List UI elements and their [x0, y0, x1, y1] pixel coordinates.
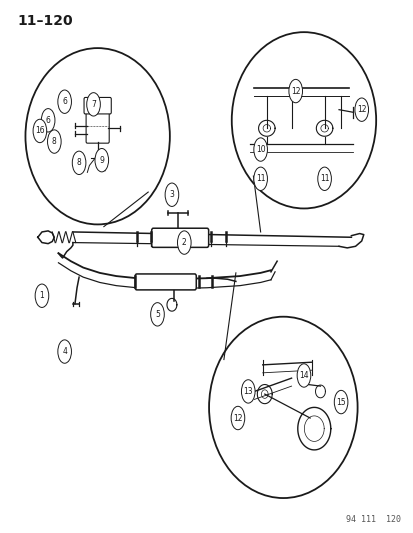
Text: 15: 15 [335, 398, 345, 407]
Ellipse shape [165, 183, 178, 206]
Ellipse shape [253, 167, 267, 190]
Ellipse shape [354, 98, 368, 122]
Text: 5: 5 [155, 310, 159, 319]
FancyBboxPatch shape [151, 228, 208, 247]
Ellipse shape [230, 406, 244, 430]
Ellipse shape [35, 284, 49, 308]
Text: 3: 3 [169, 190, 174, 199]
Text: 8: 8 [76, 158, 81, 167]
Ellipse shape [58, 340, 71, 364]
Ellipse shape [317, 167, 330, 190]
Ellipse shape [333, 390, 347, 414]
Ellipse shape [58, 90, 71, 114]
Text: 94 111  120: 94 111 120 [345, 515, 400, 524]
Text: 11–120: 11–120 [17, 14, 73, 28]
Ellipse shape [150, 303, 164, 326]
Ellipse shape [33, 119, 47, 143]
Ellipse shape [47, 130, 61, 154]
Ellipse shape [95, 149, 108, 172]
Ellipse shape [288, 79, 302, 103]
Text: 12: 12 [233, 414, 242, 423]
Text: 11: 11 [319, 174, 329, 183]
FancyBboxPatch shape [84, 98, 111, 114]
Ellipse shape [297, 364, 310, 387]
Ellipse shape [86, 93, 100, 116]
Ellipse shape [241, 379, 254, 403]
Text: 2: 2 [181, 238, 186, 247]
Text: 6: 6 [45, 116, 50, 125]
Ellipse shape [177, 231, 191, 254]
Text: 4: 4 [62, 347, 67, 356]
Text: 16: 16 [35, 126, 45, 135]
Text: 7: 7 [91, 100, 96, 109]
Text: 8: 8 [52, 137, 57, 146]
Text: 13: 13 [243, 387, 252, 396]
Text: 12: 12 [290, 86, 300, 95]
Ellipse shape [41, 109, 55, 132]
Text: 11: 11 [255, 174, 265, 183]
Text: 10: 10 [255, 145, 265, 154]
FancyBboxPatch shape [135, 274, 196, 290]
Text: 12: 12 [356, 105, 366, 114]
FancyBboxPatch shape [86, 108, 109, 143]
Text: 1: 1 [40, 291, 44, 300]
Text: 14: 14 [299, 371, 308, 380]
Ellipse shape [72, 151, 85, 174]
Ellipse shape [253, 138, 267, 161]
Text: 6: 6 [62, 97, 67, 106]
Text: 9: 9 [99, 156, 104, 165]
